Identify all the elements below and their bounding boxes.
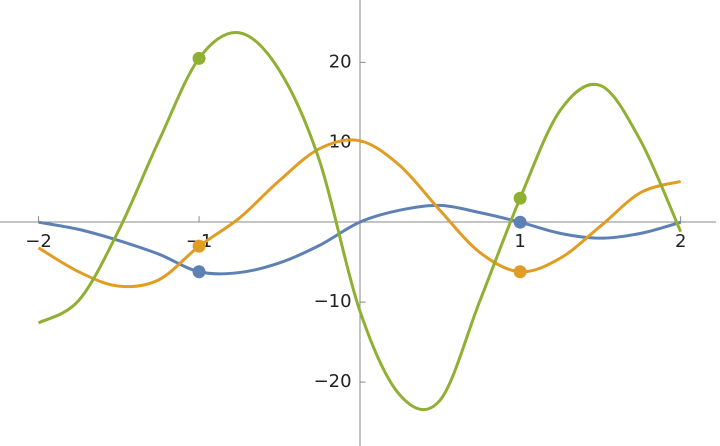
point-marker xyxy=(192,265,206,279)
curve xyxy=(38,203,682,276)
y-tick-label: 20 xyxy=(329,51,352,72)
point-marker xyxy=(513,215,527,229)
curve xyxy=(37,138,682,289)
y-tick-label: −10 xyxy=(314,291,352,312)
point-marker xyxy=(513,265,527,279)
curve xyxy=(37,31,683,412)
x-tick-label: −2 xyxy=(25,231,52,252)
y-tick-label: −20 xyxy=(314,371,352,392)
point-marker xyxy=(192,239,206,253)
x-tick-label: 1 xyxy=(514,231,525,252)
x-tick-label: 2 xyxy=(675,231,686,252)
point-marker xyxy=(192,51,206,65)
point-marker xyxy=(513,191,527,205)
